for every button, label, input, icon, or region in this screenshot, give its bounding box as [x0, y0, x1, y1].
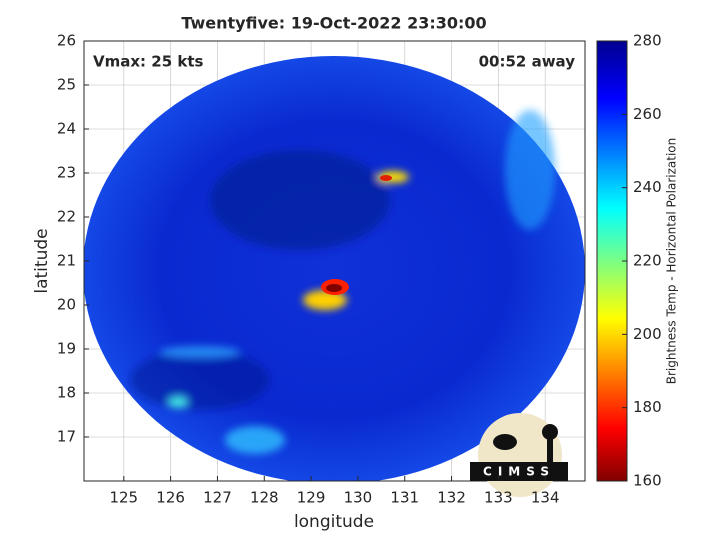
y-tick-label: 21 — [57, 252, 76, 270]
colorbar-tick-label: 260 — [633, 105, 662, 123]
colorbar-tick-label: 220 — [633, 252, 662, 270]
colorbar-tick-label: 280 — [633, 32, 662, 50]
annotation: Vmax: 25 kts — [93, 53, 203, 71]
colorbar-tick-label: 180 — [633, 398, 662, 416]
x-tick-label: 128 — [250, 489, 279, 507]
y-tick-label: 25 — [57, 76, 76, 94]
logo-text: CIMSS — [483, 465, 555, 479]
logo: CIMSS — [470, 413, 568, 497]
x-tick-label: 132 — [437, 489, 466, 507]
x-tick-label: 125 — [109, 489, 138, 507]
chart-title: Twentyfive: 19-Oct-2022 23:30:00 — [181, 14, 486, 33]
x-tick-label: 130 — [344, 489, 373, 507]
x-axis-label: longitude — [294, 512, 374, 532]
colorbar-label: Brightness Temp - Horizontal Polarizatio… — [665, 138, 679, 385]
y-tick-label: 19 — [57, 340, 76, 358]
satellite-image — [84, 56, 585, 481]
x-tick-label: 134 — [531, 489, 560, 507]
y-tick-label: 26 — [57, 32, 76, 50]
y-tick-label: 18 — [57, 384, 76, 402]
annotation: 00:52 away — [479, 53, 576, 71]
colorbar-tick-label: 160 — [633, 472, 662, 490]
x-tick-label: 131 — [390, 489, 419, 507]
y-axis-label: latitude — [32, 228, 52, 293]
y-tick-label: 22 — [57, 208, 76, 226]
y-tick-label: 17 — [57, 428, 76, 446]
y-tick-label: 20 — [57, 296, 76, 314]
x-tick-label: 126 — [156, 489, 185, 507]
x-tick-label: 133 — [484, 489, 513, 507]
x-tick-label: 127 — [203, 489, 232, 507]
colorbar-tick-label: 200 — [633, 325, 662, 343]
colorbar-tick-label: 240 — [633, 178, 662, 196]
y-tick-label: 23 — [57, 164, 76, 182]
y-tick-label: 24 — [57, 120, 76, 138]
x-tick-label: 129 — [297, 489, 326, 507]
